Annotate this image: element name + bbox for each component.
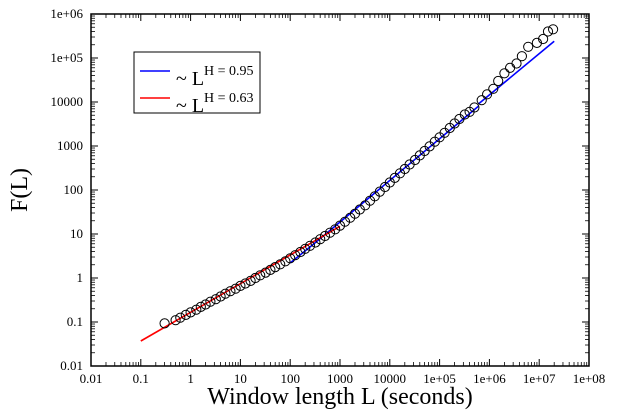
data-point — [225, 286, 236, 297]
chart-marks — [140, 24, 559, 342]
data-point — [235, 280, 246, 291]
data-point — [240, 278, 251, 289]
y-tick-label: 1 — [77, 270, 84, 285]
data-point — [205, 296, 216, 307]
x-tick-label: 0.01 — [80, 371, 103, 386]
data-point — [319, 230, 331, 242]
data-point — [175, 312, 186, 323]
legend-label-h063: ~ LH = 0.63 — [176, 91, 254, 117]
data-point — [255, 270, 266, 281]
data-point — [339, 216, 351, 227]
y-tick-label: 1000 — [57, 138, 83, 153]
x-tick-label: 1e+05 — [423, 371, 456, 386]
legend-label-h095: ~ LH = 0.95 — [176, 64, 254, 90]
data-point — [548, 24, 559, 35]
x-tick-label: 0.1 — [133, 371, 149, 386]
data-point — [170, 315, 181, 326]
data-point — [499, 68, 510, 79]
data-point — [185, 307, 196, 318]
x-tick-label: 100 — [280, 371, 300, 386]
data-point — [511, 58, 522, 69]
y-axis-title: F(L) — [7, 168, 33, 212]
data-point — [531, 37, 543, 49]
fit-line-095 — [477, 40, 555, 105]
x-axis-title: Window length L (seconds) — [207, 384, 472, 410]
y-tick-label: 100 — [64, 182, 84, 197]
data-point — [260, 267, 271, 278]
data-point — [488, 83, 499, 94]
data-point — [505, 62, 516, 73]
data-point — [195, 301, 206, 312]
y-tick-label: 10000 — [51, 94, 84, 109]
data-point — [469, 102, 480, 113]
data-point — [523, 41, 534, 52]
axis-ticks: 0.01 0.1 1 10 100 1000 10000 1e+05 1e+06 1e+07 1e+… — [50, 6, 605, 386]
data-point — [516, 51, 528, 62]
x-tick-label: 1e+06 — [473, 371, 506, 386]
data-point — [200, 299, 211, 310]
y-tick-label: 0.01 — [60, 358, 83, 373]
x-tick-label: 10000 — [374, 371, 407, 386]
data-point — [482, 89, 493, 100]
y-tick-label: 1e+06 — [50, 6, 83, 21]
data-point — [230, 283, 241, 294]
x-tick-label: 1 — [187, 371, 194, 386]
x-tick-label: 10 — [234, 371, 247, 386]
data-point — [220, 288, 231, 299]
data-point — [159, 318, 170, 329]
x-tick-label: 1e+07 — [523, 371, 556, 386]
data-point — [290, 250, 301, 261]
legend-box — [133, 51, 261, 114]
data-point — [493, 75, 504, 87]
data-point — [180, 309, 191, 320]
data-point — [210, 294, 221, 305]
legend: ~ LH = 0.95 ~ LH = 0.63 — [133, 51, 261, 117]
data-point — [270, 262, 281, 273]
data-point — [476, 95, 487, 106]
data-point — [215, 291, 226, 302]
data-point — [285, 253, 296, 264]
data-point — [250, 272, 261, 284]
data-point — [324, 227, 336, 238]
data-point — [265, 264, 276, 275]
data-point — [542, 26, 554, 37]
data-point — [275, 259, 286, 270]
y-tick-label: 1e+05 — [50, 50, 83, 65]
data-point — [304, 240, 316, 251]
y-tick-label: 10 — [70, 226, 83, 241]
x-tick-label: 1e+08 — [573, 371, 606, 386]
data-point — [538, 33, 549, 45]
data-point — [459, 109, 470, 120]
x-tick-label: 1000 — [327, 371, 353, 386]
y-tick-label: 0.1 — [67, 314, 83, 329]
